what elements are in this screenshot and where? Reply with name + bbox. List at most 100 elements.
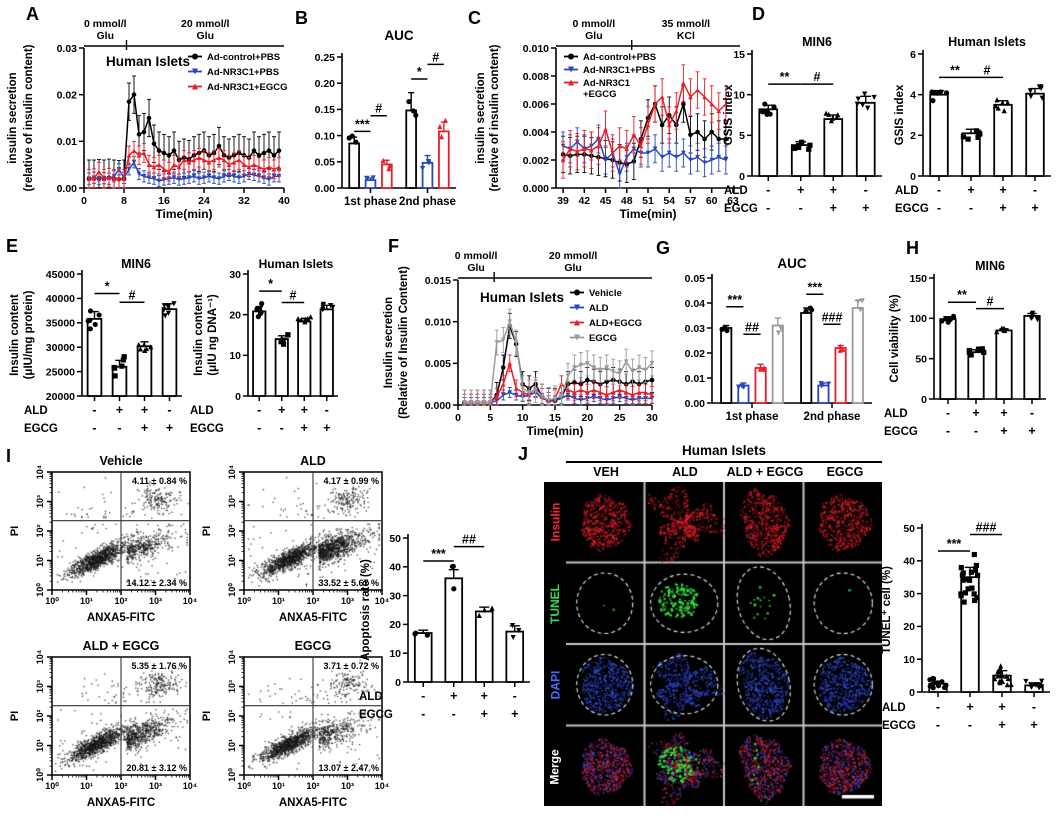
svg-text:40: 40 [903, 556, 915, 568]
svg-text:20 mmol/l: 20 mmol/l [181, 18, 230, 30]
svg-text:-: - [1030, 406, 1034, 420]
svg-text:EGCG: EGCG [589, 333, 617, 344]
svg-text:Insulin secretion: Insulin secretion [383, 297, 395, 388]
svg-text:+: + [1028, 424, 1035, 438]
svg-text:10²: 10² [35, 524, 45, 537]
svg-text:0.20: 0.20 [315, 78, 336, 90]
svg-text:+: + [450, 689, 457, 703]
islets-col-egcg: EGCG [826, 465, 864, 479]
row-label-tunel: TUNEL [548, 584, 562, 624]
svg-text:Time(min): Time(min) [526, 424, 583, 438]
svg-text:-: - [766, 183, 770, 197]
svg-text:+: + [797, 183, 804, 197]
svg-text:0.15: 0.15 [315, 104, 336, 116]
svg-text:50: 50 [389, 533, 401, 545]
islets-row-tunel: TUNEL [544, 564, 566, 644]
svg-text:30000: 30000 [46, 342, 75, 354]
panel-e-human-content-chart: 0 10 20 30 Insulin content (μIU ng DNA⁻¹) Huma… [190, 257, 338, 435]
svg-text:0.010: 0.010 [425, 316, 451, 328]
panel-label-f: F [388, 236, 399, 256]
svg-text:10⁴: 10⁴ [227, 650, 237, 664]
svg-text:10⁴: 10⁴ [35, 650, 45, 664]
svg-text:10: 10 [517, 412, 529, 424]
svg-text:-: - [936, 718, 940, 732]
svg-text:-: - [257, 421, 261, 435]
svg-text:0: 0 [921, 394, 927, 406]
svg-text:-: - [1033, 183, 1037, 197]
svg-text:+: + [862, 201, 869, 215]
svg-text:+: + [141, 421, 148, 435]
svg-text:+: + [1031, 201, 1038, 215]
svg-text:+: + [1000, 406, 1007, 420]
svg-text:Human Islets: Human Islets [106, 54, 190, 69]
svg-text:***: *** [808, 280, 823, 294]
svg-text:4.11 ± 0.84 %: 4.11 ± 0.84 % [132, 476, 187, 486]
svg-text:AUC: AUC [777, 256, 806, 271]
svg-text:10¹: 10¹ [35, 739, 45, 752]
svg-text:0: 0 [81, 195, 87, 207]
svg-text:ALD: ALD [882, 702, 906, 714]
svg-text:-: - [937, 201, 941, 215]
panel-a-line-chart: 0.00 0.01 0.02 0.03 0 8 16 24 32 40 Time(min) insul… [7, 18, 290, 221]
svg-text:10⁴: 10⁴ [375, 596, 389, 606]
svg-text:PI: PI [201, 526, 213, 536]
svg-text:50: 50 [903, 523, 915, 535]
svg-text:ALD: ALD [359, 691, 383, 703]
islets-col-ald: ALD [672, 465, 698, 479]
svg-text:EGCG: EGCG [884, 426, 918, 438]
svg-text:ANXA5-FITC: ANXA5-FITC [87, 612, 155, 624]
svg-text:+EGCG: +EGCG [583, 89, 617, 100]
svg-text:AUC: AUC [384, 28, 413, 43]
svg-text:-: - [969, 201, 973, 215]
svg-text:3.71 ± 0.72 %: 3.71 ± 0.72 % [324, 661, 379, 671]
svg-text:20000: 20000 [46, 391, 75, 403]
svg-text:+: + [481, 707, 488, 721]
svg-text:50: 50 [915, 353, 927, 365]
svg-text:57: 57 [685, 195, 697, 207]
svg-text:ALD: ALD [884, 408, 908, 420]
panel-label-i: I [6, 446, 12, 466]
svg-text:Ad-NR3C1+EGCG: Ad-NR3C1+EGCG [207, 82, 288, 93]
svg-text:4: 4 [910, 89, 916, 101]
svg-text:0.015: 0.015 [425, 275, 451, 287]
svg-text:#: # [129, 288, 136, 302]
svg-text:0.008: 0.008 [523, 71, 549, 83]
svg-text:+: + [278, 403, 285, 417]
svg-text:0.000: 0.000 [425, 400, 451, 412]
svg-text:5: 5 [739, 130, 745, 142]
svg-text:Glu: Glu [97, 30, 115, 42]
svg-text:ALD: ALD [895, 185, 919, 197]
svg-text:10⁰: 10⁰ [35, 583, 45, 597]
svg-text:60: 60 [706, 195, 718, 207]
svg-text:0.02: 0.02 [57, 89, 78, 101]
svg-text:-: - [92, 421, 96, 435]
svg-text:0: 0 [395, 677, 401, 689]
svg-text:+: + [323, 421, 330, 435]
svg-text:30: 30 [389, 590, 401, 602]
svg-text:0 mmol/l: 0 mmol/l [455, 250, 498, 262]
svg-text:***: *** [947, 537, 962, 551]
svg-text:MIN6: MIN6 [121, 257, 151, 271]
islets-col-ald-egcg: ALD + EGCG [726, 465, 804, 479]
panel-b-auc-bar-chart: 0.00 0.05 0.10 0.15 0.20 0.25 AUC 1st phase 2nd … [315, 28, 456, 208]
svg-text:0.010: 0.010 [523, 43, 549, 55]
svg-text:10: 10 [229, 350, 241, 362]
row-label-insulin: Insulin [548, 502, 563, 542]
svg-text:*: * [268, 277, 273, 291]
svg-text:Glu: Glu [564, 262, 582, 274]
svg-text:0.10: 0.10 [315, 130, 336, 142]
svg-text:0.03: 0.03 [57, 43, 78, 55]
svg-text:20: 20 [229, 309, 241, 321]
svg-text:Glu: Glu [585, 30, 603, 42]
svg-text:(μIU/mg protein): (μIU/mg protein) [23, 290, 35, 379]
svg-text:-: - [766, 201, 770, 215]
islets-title: Human Islets [681, 443, 767, 458]
svg-text:10¹: 10¹ [227, 739, 237, 752]
apoptosis-rate-chart: 0 10 20 30 40 50 Apoptosis rate (%) ALD - + + - EGCG… [359, 533, 530, 721]
svg-text:ALD + EGCG: ALD + EGCG [83, 639, 160, 653]
svg-text:0: 0 [909, 687, 915, 699]
svg-text:10²: 10² [114, 596, 127, 606]
